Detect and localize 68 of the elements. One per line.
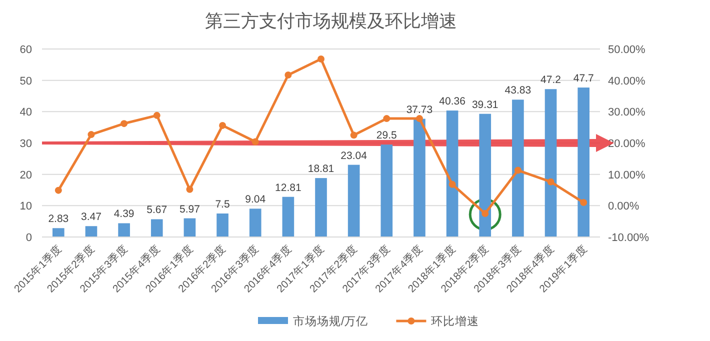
point (416, 115, 423, 122)
legend-label: 环比增速 (431, 315, 480, 328)
point (284, 72, 292, 79)
bar (184, 218, 196, 237)
data-label: 39.31 (472, 98, 498, 111)
point (383, 115, 390, 122)
bar (249, 208, 262, 237)
data-label: 2.83 (48, 213, 69, 226)
y-tick-label: 20 (20, 169, 32, 182)
point (186, 186, 194, 193)
y-tick-label: 0 (26, 232, 32, 244)
y2-tick-label: 50.00% (608, 44, 646, 56)
bar (512, 100, 524, 237)
y-tick-label: 10 (20, 200, 32, 213)
y2-tick-label: 20.00% (608, 138, 646, 150)
y2-tick-label: -10.00% (608, 232, 650, 244)
bar (544, 89, 557, 237)
bar (85, 226, 98, 237)
data-label: 40.36 (439, 96, 466, 108)
bar (315, 178, 327, 237)
data-label: 18.81 (308, 163, 334, 176)
data-label: 23.04 (340, 150, 368, 162)
bar (282, 196, 294, 237)
data-label: 9.04 (245, 194, 266, 206)
data-label: 37.73 (406, 104, 433, 116)
data-label: 5.67 (146, 204, 168, 216)
data-label: 43.83 (504, 84, 532, 97)
y-tick-label: 50 (20, 75, 32, 88)
y2-tick-label: 0.00% (608, 200, 640, 213)
point (580, 199, 588, 206)
data-label: 47.7 (573, 72, 594, 85)
bar (380, 144, 393, 237)
bar (578, 88, 590, 237)
data-label: 3.47 (81, 211, 102, 224)
bar (52, 228, 64, 237)
y2-tick-label: 40.00% (608, 75, 646, 88)
point (318, 56, 324, 63)
data-label: 29.5 (376, 130, 398, 142)
point (153, 112, 160, 119)
y-tick-label: 30 (20, 138, 32, 150)
y-tick-label: 40 (20, 106, 32, 119)
bar (348, 164, 360, 237)
point (350, 132, 358, 139)
data-label: 12.81 (275, 182, 302, 194)
y-tick-label: 60 (20, 44, 32, 56)
data-label: 47.2 (540, 74, 562, 86)
point (120, 120, 128, 128)
point (54, 186, 62, 194)
data-label: 4.39 (114, 208, 134, 220)
point (482, 210, 489, 217)
legend-label: 市场场规/万亿 (293, 314, 368, 328)
bar (118, 223, 130, 237)
point (252, 138, 259, 146)
data-label: 7.5 (215, 198, 230, 210)
data-label: 5.97 (179, 203, 200, 216)
bar (446, 110, 458, 237)
point (547, 178, 554, 186)
bar (150, 219, 163, 237)
point (219, 122, 226, 129)
chart-title: 第三方支付市场规模及环比增速 (205, 11, 457, 31)
y2-tick-label: 10.00% (608, 169, 646, 182)
point (514, 166, 522, 174)
point (88, 131, 95, 138)
y2-tick-label: 30.00% (608, 106, 646, 119)
point (448, 180, 456, 188)
bar (479, 114, 492, 237)
bar (414, 118, 426, 237)
bar (216, 214, 228, 237)
